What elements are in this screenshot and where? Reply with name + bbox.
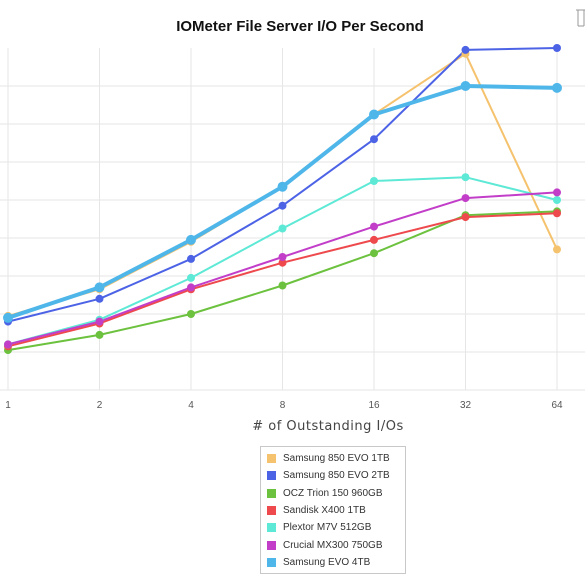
- data-point[interactable]: [460, 81, 471, 91]
- data-point[interactable]: [278, 258, 287, 267]
- legend-swatch: [267, 540, 276, 550]
- data-point[interactable]: [278, 253, 287, 261]
- data-point[interactable]: [95, 294, 104, 303]
- legend-label: Samsung 850 EVO 2TB: [283, 470, 390, 482]
- chart-title: IOMeter File Server I/O Per Second: [176, 18, 424, 35]
- x-tick-label: 4: [188, 400, 194, 411]
- data-point[interactable]: [553, 245, 561, 254]
- data-point[interactable]: [277, 181, 288, 192]
- legend-label: Crucial MX300 750GB: [283, 539, 383, 551]
- legend-item[interactable]: Samsung EVO 4TB: [261, 554, 405, 571]
- legend-label: Samsung 850 EVO 1TB: [283, 453, 390, 465]
- x-tick-label: 8: [280, 400, 286, 411]
- data-point[interactable]: [95, 330, 104, 339]
- data-point[interactable]: [552, 82, 562, 93]
- x-tick-label: 64: [551, 400, 563, 411]
- legend-item[interactable]: Samsung 850 EVO 1TB: [261, 450, 405, 467]
- data-point[interactable]: [461, 194, 470, 203]
- data-point[interactable]: [553, 196, 561, 204]
- x-tick-label: 32: [460, 400, 472, 411]
- legend-swatch: [267, 523, 276, 533]
- data-point[interactable]: [3, 312, 13, 323]
- series-points: [3, 44, 562, 355]
- data-point[interactable]: [370, 249, 378, 258]
- legend-item[interactable]: Samsung 850 EVO 2TB: [261, 467, 405, 484]
- data-point[interactable]: [461, 213, 470, 222]
- data-point[interactable]: [461, 45, 470, 54]
- data-point[interactable]: [369, 109, 379, 120]
- legend-label: Plextor M7V 512GB: [283, 522, 372, 534]
- legend-label: Sandisk X400 1TB: [283, 505, 366, 517]
- data-point[interactable]: [370, 222, 378, 231]
- legend-swatch: [267, 557, 276, 567]
- data-point[interactable]: [553, 44, 561, 52]
- grid: [0, 48, 585, 391]
- data-point[interactable]: [461, 173, 470, 182]
- data-point[interactable]: [186, 234, 196, 245]
- data-point[interactable]: [370, 235, 378, 244]
- data-point[interactable]: [4, 340, 12, 349]
- data-point[interactable]: [95, 317, 104, 326]
- data-point[interactable]: [187, 273, 195, 282]
- data-point[interactable]: [187, 283, 195, 292]
- data-point[interactable]: [94, 282, 105, 293]
- legend-label: OCZ Trion 150 960GB: [283, 487, 383, 499]
- data-point[interactable]: [278, 281, 287, 290]
- x-tick-label: 16: [368, 400, 380, 411]
- legend-item[interactable]: OCZ Trion 150 960GB: [261, 485, 405, 502]
- legend: Samsung 850 EVO 1TB Samsung 850 EVO 2TB OC…: [260, 446, 406, 575]
- legend-label: Samsung EVO 4TB: [283, 556, 371, 568]
- legend-swatch: [267, 488, 276, 498]
- x-axis-ticks: 1 2 4 8 16 32 64: [5, 400, 563, 411]
- legend-item[interactable]: Crucial MX300 750GB: [261, 536, 405, 553]
- data-point[interactable]: [370, 177, 378, 185]
- legend-swatch: [267, 506, 276, 516]
- data-point[interactable]: [553, 209, 561, 218]
- legend-swatch: [267, 471, 276, 481]
- data-point[interactable]: [187, 254, 195, 263]
- data-point[interactable]: [553, 188, 561, 197]
- x-tick-label: 1: [5, 400, 11, 411]
- data-point[interactable]: [370, 135, 378, 144]
- data-point[interactable]: [278, 224, 287, 233]
- legend-item[interactable]: Sandisk X400 1TB: [261, 502, 405, 519]
- x-tick-label: 2: [97, 400, 103, 411]
- data-point[interactable]: [187, 310, 195, 318]
- chart-menu-icon[interactable]: [574, 6, 585, 34]
- legend-item[interactable]: Plextor M7V 512GB: [261, 519, 405, 536]
- legend-swatch: [267, 454, 276, 464]
- data-point[interactable]: [278, 201, 287, 210]
- x-axis-title: # of Outstanding I/Os: [252, 419, 404, 434]
